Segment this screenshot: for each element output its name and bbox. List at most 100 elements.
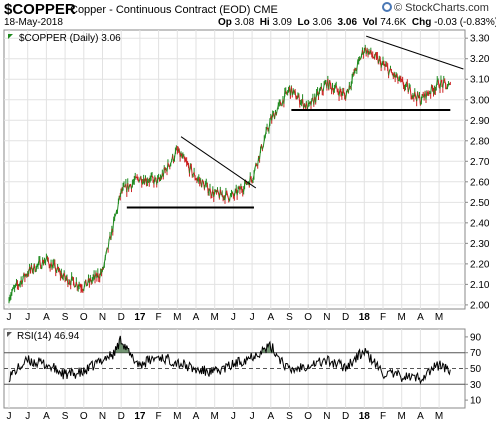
- rsi-x-tick-label: J: [231, 411, 236, 422]
- rsi-x-tick-label: O: [80, 411, 88, 422]
- price-segment: [60, 273, 63, 279]
- price-segment: [178, 148, 181, 158]
- price-segment: [52, 262, 55, 265]
- rsi-x-tick-label: S: [62, 411, 69, 422]
- price-segment: [261, 146, 264, 150]
- price-x-tick-label: O: [80, 312, 88, 323]
- price-segment: [146, 181, 148, 183]
- price-segment: [81, 288, 84, 291]
- price-segment: [10, 292, 13, 297]
- price-segment: [448, 83, 450, 86]
- price-segment: [414, 91, 417, 97]
- price-segment: [246, 182, 248, 185]
- rsi-x-tick-label: F: [156, 411, 162, 422]
- stockcharts-logo-icon: [382, 2, 392, 12]
- rsi-x-tick-label: D: [118, 411, 125, 422]
- price-segment: [116, 202, 119, 211]
- price-segment: [183, 155, 186, 160]
- price-segment: [243, 184, 246, 192]
- price-segment: [204, 183, 207, 185]
- price-segment: [185, 160, 188, 163]
- price-segment: [285, 90, 288, 94]
- price-segment: [104, 252, 107, 257]
- price-segment: [320, 86, 323, 91]
- price-segment: [296, 96, 299, 100]
- price-y-tick-label: 2.70: [470, 157, 490, 168]
- price-x-tick-label: F: [380, 312, 386, 323]
- price-segment: [440, 80, 443, 83]
- rsi-legend-bullet-icon: [7, 332, 12, 337]
- price-segment: [425, 90, 428, 100]
- rsi-x-tick-label: A: [267, 411, 274, 422]
- rsi-y-tick-label: 70: [470, 348, 482, 359]
- price-segment: [79, 285, 82, 289]
- price-segment: [217, 189, 219, 194]
- price-segment: [407, 87, 410, 93]
- price-segment: [375, 53, 377, 56]
- price-segment: [227, 195, 230, 200]
- price-segment: [115, 210, 118, 216]
- price-x-tick-label: 17: [134, 312, 146, 323]
- price-segment: [9, 295, 12, 299]
- price-segment: [439, 80, 442, 89]
- price-segment: [230, 193, 232, 195]
- price-segment: [294, 91, 297, 100]
- price-segment: [18, 282, 21, 286]
- price-segment: [153, 177, 156, 185]
- price-segment: [226, 191, 229, 197]
- price-segment: [370, 49, 373, 56]
- price-segment: [134, 176, 137, 178]
- price-segment: [17, 284, 19, 287]
- price-segment: [34, 270, 37, 272]
- price-segment: [202, 179, 204, 183]
- rsi-line: [8, 335, 451, 385]
- price-segment: [213, 192, 216, 197]
- price-segment: [443, 79, 445, 82]
- price-segment: [404, 85, 406, 89]
- price-segment: [128, 184, 131, 190]
- rsi-y-axis: 10 30 50 70 90: [465, 332, 482, 407]
- rsi-y-tick-label: 90: [470, 332, 482, 343]
- price-segment: [323, 83, 326, 86]
- price-segment: [355, 69, 358, 72]
- price-segment: [21, 278, 24, 285]
- low-value: 3.06: [312, 17, 332, 28]
- price-x-tick-label: A: [43, 312, 50, 323]
- price-segment: [372, 56, 375, 59]
- price-segment: [28, 267, 31, 275]
- price-segment: [103, 256, 106, 264]
- price-segment: [113, 217, 116, 220]
- price-segment: [362, 50, 365, 55]
- vol-label: Vol: [362, 17, 378, 28]
- price-y-axis: 2.00 2.10 2.20 2.30 2.40 2.50 2.60 2.70 2.80 2.90…: [465, 34, 490, 311]
- price-segment: [35, 264, 38, 271]
- price-segment: [421, 93, 424, 96]
- price-segment: [275, 109, 278, 115]
- rsi-x-tick-label: M: [398, 411, 406, 422]
- price-x-tick-label: M: [398, 312, 406, 323]
- price-segment: [97, 273, 100, 279]
- high-value: 3.09: [272, 17, 292, 28]
- price-y-tick-label: 2.80: [470, 136, 490, 147]
- price-segment: [426, 90, 429, 94]
- price-x-tick-label: A: [417, 312, 424, 323]
- price-segment: [166, 162, 169, 172]
- price-segment: [447, 84, 449, 88]
- price-segment: [114, 214, 117, 218]
- price-segment: [367, 51, 370, 56]
- price-segment: [133, 176, 136, 181]
- price-segment: [46, 256, 49, 262]
- price-segment: [409, 86, 412, 97]
- price-segment: [33, 263, 36, 272]
- rsi-x-tick-label: A: [193, 411, 200, 422]
- price-segment: [283, 92, 286, 104]
- price-segment: [264, 130, 267, 138]
- ohlc-summary: Op 3.08 Hi 3.09 Lo 3.06 3.06 Vol 74.6K C…: [218, 17, 496, 28]
- price-x-tick-label: 18: [359, 312, 371, 323]
- price-segment: [333, 86, 336, 90]
- price-segment: [31, 269, 34, 272]
- price-segment: [279, 101, 282, 105]
- price-segment: [391, 71, 393, 74]
- price-segment: [317, 90, 320, 97]
